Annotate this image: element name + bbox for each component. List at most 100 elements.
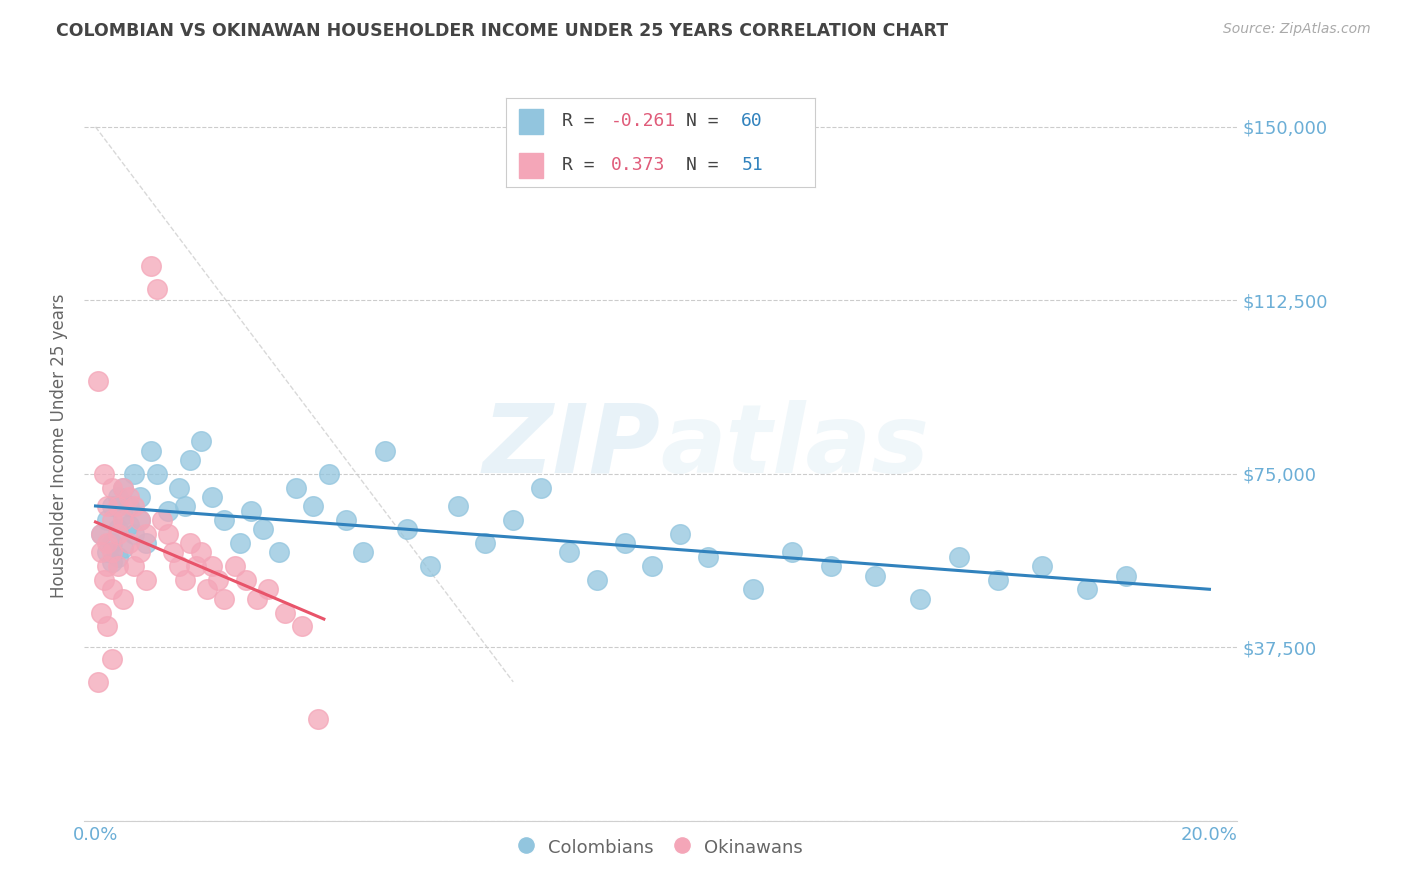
Point bbox=[179, 536, 201, 550]
Point bbox=[669, 527, 692, 541]
Point bbox=[124, 527, 146, 541]
Point bbox=[112, 591, 135, 606]
Point bbox=[141, 443, 163, 458]
Point bbox=[112, 541, 135, 555]
Point bbox=[502, 513, 524, 527]
Point bbox=[374, 443, 396, 458]
Point bbox=[530, 481, 553, 495]
Point bbox=[585, 573, 607, 587]
Point bbox=[474, 536, 496, 550]
Point bbox=[1115, 568, 1137, 582]
Point bbox=[101, 555, 124, 569]
Text: N =: N = bbox=[686, 156, 730, 175]
Point bbox=[145, 467, 167, 481]
Point bbox=[446, 499, 468, 513]
Point bbox=[101, 545, 124, 559]
Point bbox=[558, 545, 581, 559]
Text: COLOMBIAN VS OKINAWAN HOUSEHOLDER INCOME UNDER 25 YEARS CORRELATION CHART: COLOMBIAN VS OKINAWAN HOUSEHOLDER INCOME… bbox=[56, 22, 949, 40]
Point bbox=[101, 652, 124, 666]
Point bbox=[107, 499, 129, 513]
Point bbox=[118, 499, 141, 513]
Point bbox=[285, 481, 308, 495]
Point bbox=[118, 517, 141, 532]
Point bbox=[179, 453, 201, 467]
Point bbox=[101, 499, 124, 513]
Point bbox=[318, 467, 340, 481]
FancyBboxPatch shape bbox=[519, 109, 543, 134]
Point bbox=[301, 499, 323, 513]
Text: R =: R = bbox=[562, 156, 616, 175]
Point bbox=[987, 573, 1010, 587]
Point bbox=[118, 536, 141, 550]
Point bbox=[90, 527, 112, 541]
Text: ZIP: ZIP bbox=[482, 400, 661, 492]
Point bbox=[741, 582, 763, 597]
Point bbox=[269, 545, 291, 559]
Point bbox=[101, 536, 124, 550]
Point bbox=[112, 481, 135, 495]
Text: 0.373: 0.373 bbox=[612, 156, 665, 175]
Point bbox=[145, 282, 167, 296]
Point bbox=[135, 573, 157, 587]
Text: 51: 51 bbox=[741, 156, 763, 175]
Point bbox=[173, 499, 195, 513]
Point bbox=[252, 522, 274, 536]
Point bbox=[129, 513, 152, 527]
Point bbox=[96, 545, 118, 559]
Point bbox=[167, 481, 190, 495]
Point bbox=[257, 582, 280, 597]
Point bbox=[613, 536, 636, 550]
Point bbox=[124, 499, 146, 513]
Point bbox=[124, 467, 146, 481]
Point bbox=[201, 490, 224, 504]
Point bbox=[167, 559, 190, 574]
Point bbox=[129, 490, 152, 504]
Point bbox=[307, 712, 329, 726]
Point bbox=[129, 545, 152, 559]
Point bbox=[190, 434, 212, 449]
Point bbox=[235, 573, 257, 587]
Point bbox=[290, 619, 312, 633]
Point bbox=[184, 559, 207, 574]
FancyBboxPatch shape bbox=[519, 153, 543, 178]
Point bbox=[107, 490, 129, 504]
Point bbox=[274, 606, 297, 620]
Point bbox=[195, 582, 218, 597]
Point bbox=[229, 536, 252, 550]
Point bbox=[107, 559, 129, 574]
Point bbox=[101, 481, 124, 495]
Point bbox=[96, 536, 118, 550]
Point bbox=[107, 522, 129, 536]
Point bbox=[240, 504, 263, 518]
Point bbox=[93, 467, 115, 481]
Point bbox=[212, 591, 235, 606]
Point bbox=[865, 568, 887, 582]
Point bbox=[101, 513, 124, 527]
Point bbox=[190, 545, 212, 559]
Text: N =: N = bbox=[686, 112, 730, 130]
Point bbox=[135, 527, 157, 541]
Point bbox=[124, 559, 146, 574]
Point bbox=[156, 504, 179, 518]
Point bbox=[780, 545, 803, 559]
Point bbox=[96, 499, 118, 513]
Point bbox=[908, 591, 931, 606]
Text: atlas: atlas bbox=[661, 400, 929, 492]
Point bbox=[156, 527, 179, 541]
Point bbox=[112, 481, 135, 495]
Text: 60: 60 bbox=[741, 112, 763, 130]
Text: R =: R = bbox=[562, 112, 606, 130]
Point bbox=[87, 674, 110, 689]
Point bbox=[107, 527, 129, 541]
Point bbox=[820, 559, 842, 574]
Point bbox=[93, 573, 115, 587]
Point bbox=[246, 591, 269, 606]
Point bbox=[90, 527, 112, 541]
Y-axis label: Householder Income Under 25 years: Householder Income Under 25 years bbox=[49, 293, 67, 599]
Point bbox=[419, 559, 441, 574]
Point bbox=[207, 573, 229, 587]
Point bbox=[224, 559, 246, 574]
Point bbox=[162, 545, 184, 559]
Point bbox=[112, 513, 135, 527]
Point bbox=[96, 559, 118, 574]
